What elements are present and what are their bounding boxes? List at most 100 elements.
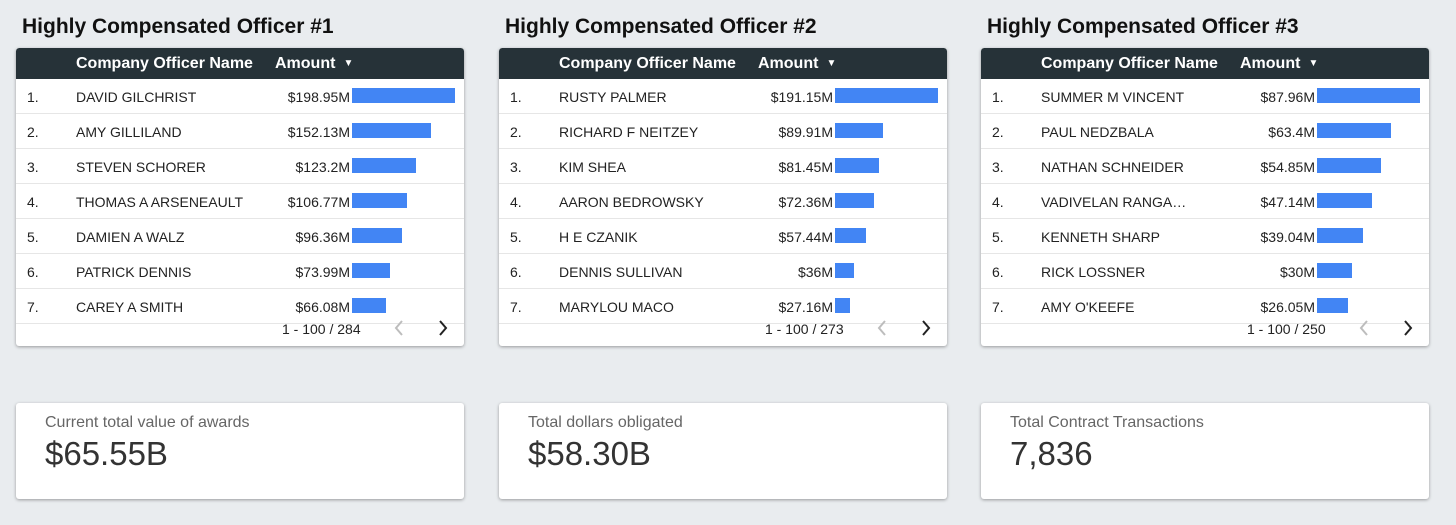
row-rank: 2.: [992, 124, 1004, 140]
chevron-left-icon[interactable]: [392, 318, 406, 338]
table-row: 3. STEVEN SCHORER $123.2M: [16, 149, 464, 184]
row-amount: $57.44M: [778, 229, 833, 245]
column-header-name[interactable]: Company Officer Name: [559, 55, 736, 72]
table-row: 2. PAUL NEDZBALA $63.4M: [981, 114, 1429, 149]
column-header-amount-label: Amount: [1240, 55, 1301, 72]
row-amount: $152.13M: [287, 124, 350, 140]
row-rank: 4.: [992, 194, 1004, 210]
column-header-name[interactable]: Company Officer Name: [76, 55, 253, 72]
row-rank: 7.: [27, 299, 39, 315]
pagination-range: 1 - 100 / 273: [765, 321, 844, 337]
table-row: 6. DENNIS SULLIVAN $36M: [499, 254, 947, 289]
row-amount: $47.14M: [1260, 194, 1315, 210]
row-name: MARYLOU MACO: [559, 299, 674, 315]
amount-bar: [1317, 193, 1372, 208]
amount-bar: [1317, 263, 1352, 278]
column-header-name[interactable]: Company Officer Name: [1041, 55, 1218, 72]
chevron-right-icon[interactable]: [1401, 318, 1415, 338]
amount-bar: [352, 228, 402, 243]
amount-bar: [352, 193, 407, 208]
amount-bar: [1317, 298, 1348, 313]
amount-bar: [352, 88, 455, 103]
amount-bar: [835, 193, 874, 208]
row-rank: 7.: [510, 299, 522, 315]
amount-bar: [1317, 88, 1420, 103]
row-amount: $191.15M: [770, 89, 833, 105]
amount-bar: [835, 158, 879, 173]
table-row: 2. RICHARD F NEITZEY $89.91M: [499, 114, 947, 149]
row-amount: $30M: [1279, 264, 1315, 280]
row-rank: 5.: [992, 229, 1004, 245]
table-header: Company Officer Name Amount ▼: [16, 48, 464, 79]
row-rank: 2.: [27, 124, 39, 140]
kpi-label: Total Contract Transactions: [1010, 414, 1204, 431]
row-amount: $66.08M: [295, 299, 350, 315]
row-name: NATHAN SCHNEIDER: [1041, 159, 1184, 175]
row-amount: $106.77M: [287, 194, 350, 210]
row-name: DENNIS SULLIVAN: [559, 264, 683, 280]
table-row: 5. H E CZANIK $57.44M: [499, 219, 947, 254]
table-row: 3. KIM SHEA $81.45M: [499, 149, 947, 184]
column-header-amount[interactable]: Amount ▼: [275, 55, 353, 73]
row-amount: $72.36M: [778, 194, 833, 210]
row-name: KIM SHEA: [559, 159, 626, 175]
kpi-value: $58.30B: [528, 435, 651, 472]
pagination-range: 1 - 100 / 284: [282, 321, 361, 337]
chevron-left-icon[interactable]: [875, 318, 889, 338]
row-name: DAMIEN A WALZ: [76, 229, 185, 245]
chevron-left-icon[interactable]: [1357, 318, 1371, 338]
table-row: 4. AARON BEDROWSKY $72.36M: [499, 184, 947, 219]
row-rank: 3.: [27, 159, 39, 175]
sort-down-icon: ▼: [343, 58, 354, 69]
sort-down-icon: ▼: [826, 58, 837, 69]
pagination: 1 - 100 / 284: [16, 318, 464, 340]
column-header-amount-label: Amount: [758, 55, 819, 72]
amount-bar: [352, 123, 431, 138]
row-amount: $26.05M: [1260, 299, 1315, 315]
row-amount: $96.36M: [295, 229, 350, 245]
officer-table: Company Officer Name Amount ▼ 1. DAVID GIL…: [16, 48, 464, 346]
table-row: 7. AMY O'KEEFE $26.05M: [981, 289, 1429, 324]
column-header-amount-label: Amount: [275, 55, 336, 72]
table-row: 5. KENNETH SHARP $39.04M: [981, 219, 1429, 254]
table-row: 6. PATRICK DENNIS $73.99M: [16, 254, 464, 289]
table-header: Company Officer Name Amount ▼: [499, 48, 947, 79]
column-header-amount[interactable]: Amount ▼: [1240, 55, 1318, 73]
chevron-right-icon[interactable]: [436, 318, 450, 338]
table-row: 4. THOMAS A ARSENEAULT $106.77M: [16, 184, 464, 219]
row-rank: 2.: [510, 124, 522, 140]
row-rank: 1.: [27, 89, 39, 105]
row-name: KENNETH SHARP: [1041, 229, 1161, 245]
officer-table: Company Officer Name Amount ▼ 1. SUMMER M …: [981, 48, 1429, 346]
panel-title: Highly Compensated Officer #1: [22, 15, 334, 38]
row-rank: 6.: [27, 264, 39, 280]
row-name: RUSTY PALMER: [559, 89, 667, 105]
row-rank: 1.: [510, 89, 522, 105]
row-rank: 3.: [992, 159, 1004, 175]
amount-bar: [352, 298, 386, 313]
table-row: 1. RUSTY PALMER $191.15M: [499, 79, 947, 114]
row-rank: 3.: [510, 159, 522, 175]
row-name: AARON BEDROWSKY: [559, 194, 704, 210]
row-name: AMY O'KEEFE: [1041, 299, 1135, 315]
row-rank: 7.: [992, 299, 1004, 315]
panel-title: Highly Compensated Officer #3: [987, 15, 1299, 38]
table-row: 4. VADIVELAN RANGANATHAN $47.14M: [981, 184, 1429, 219]
row-amount: $39.04M: [1260, 229, 1315, 245]
row-name: RICK LOSSNER: [1041, 264, 1146, 280]
chevron-right-icon[interactable]: [919, 318, 933, 338]
row-amount: $54.85M: [1260, 159, 1315, 175]
kpi-label: Current total value of awards: [45, 414, 250, 431]
column-header-amount[interactable]: Amount ▼: [758, 55, 836, 73]
row-name: SUMMER M VINCENT: [1041, 89, 1185, 105]
row-amount: $123.2M: [295, 159, 350, 175]
pagination: 1 - 100 / 250: [981, 318, 1429, 340]
row-amount: $89.91M: [778, 124, 833, 140]
kpi-card: Total Contract Transactions 7,836: [981, 403, 1429, 499]
row-rank: 4.: [27, 194, 39, 210]
row-amount: $81.45M: [778, 159, 833, 175]
row-name: STEVEN SCHORER: [76, 159, 206, 175]
amount-bar: [1317, 123, 1391, 138]
row-name: AMY GILLILAND: [76, 124, 182, 140]
row-name: H E CZANIK: [559, 229, 638, 245]
